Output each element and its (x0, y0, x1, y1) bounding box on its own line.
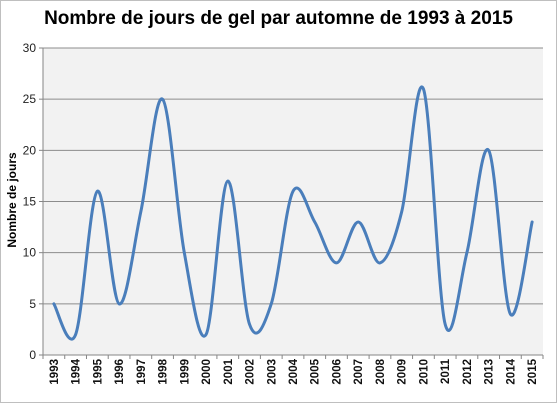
data-point (357, 220, 360, 224)
data-point (96, 190, 99, 193)
x-tick-label: 2002 (245, 359, 257, 385)
x-tick-label: 2000 (201, 359, 213, 385)
axes (39, 47, 544, 359)
y-tick-label: 15 (23, 195, 37, 209)
x-tick-label: 2001 (223, 358, 235, 384)
data-point (422, 87, 425, 91)
series-line (52, 85, 534, 341)
x-tick-label: 2005 (310, 358, 322, 384)
x-tick-label: 1999 (179, 359, 191, 385)
data-point (248, 323, 251, 326)
x-tick-label: 2009 (397, 359, 409, 385)
data-point (139, 210, 143, 213)
data-point (204, 333, 208, 336)
x-tick-label: 2010 (418, 359, 430, 385)
data-point (183, 251, 186, 254)
data-point (509, 312, 512, 316)
x-tick-label: 1997 (136, 359, 148, 385)
data-point (443, 323, 447, 326)
x-tick-label: 1995 (92, 358, 104, 384)
x-tick-label: 2006 (331, 359, 343, 385)
x-tick-label: 2013 (484, 359, 496, 385)
y-tick-labels: 0 5 10 15 20 25 30 (23, 41, 37, 362)
x-tick-label: 2011 (440, 358, 452, 384)
data-point (335, 261, 338, 265)
x-tick-label: 1996 (114, 359, 126, 385)
data-point (270, 302, 273, 306)
y-tick-label: 20 (23, 143, 37, 157)
data-point (161, 97, 164, 101)
x-tick-label: 2004 (288, 358, 300, 384)
data-point (530, 220, 534, 224)
y-tick-label: 5 (29, 297, 36, 311)
x-tick-label: 2012 (462, 359, 474, 385)
y-tick-label: 10 (23, 246, 37, 260)
data-point (465, 251, 469, 254)
data-point (74, 333, 77, 336)
data-point (400, 210, 403, 213)
x-tick-label: 1994 (71, 358, 83, 384)
data-point (487, 149, 490, 152)
data-point (117, 302, 121, 306)
series-layer (52, 85, 534, 341)
data-point (226, 179, 229, 183)
data-point (291, 190, 295, 193)
y-tick-label: 30 (23, 41, 37, 55)
y-tick-label: 0 (29, 348, 36, 362)
x-tick-label: 2008 (375, 358, 387, 384)
x-tick-label: 2007 (353, 359, 365, 385)
x-tick-label: 2014 (505, 358, 517, 384)
x-tick-labels: 1993 1994 1995 1996 1997 1998 1999 2000 2001 2002… (49, 358, 539, 384)
chart-title: Nombre de jours de gel par automne de 19… (44, 8, 513, 29)
y-tick-label: 25 (23, 92, 37, 106)
data-point (378, 261, 382, 265)
x-tick-label: 2015 (527, 358, 539, 384)
x-tick-label: 1993 (49, 359, 61, 385)
data-point (313, 220, 316, 224)
y-axis-label: Nombre de jours (5, 152, 19, 248)
x-tick-label: 2003 (266, 359, 278, 385)
data-point (52, 302, 56, 306)
gridlines (43, 47, 543, 305)
x-tick-label: 1998 (158, 358, 170, 384)
